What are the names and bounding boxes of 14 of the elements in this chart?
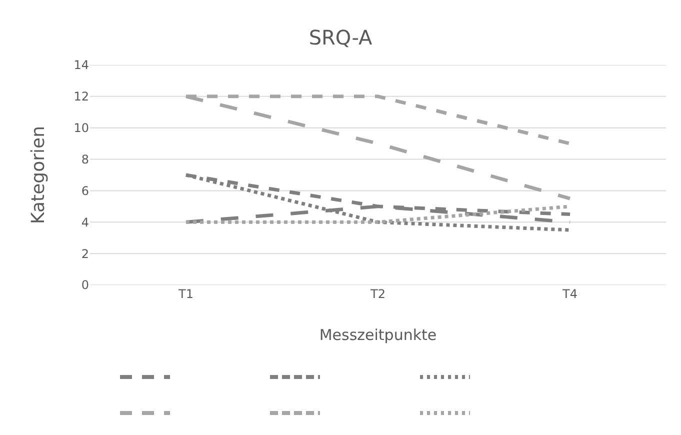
y-tick-label: 4 (81, 215, 89, 230)
y-tick-label: 2 (81, 246, 89, 261)
y-tick-label: 0 (81, 278, 89, 292)
chart-title: SRQ-A (308, 25, 372, 50)
y-tick-label: 10 (74, 121, 89, 136)
y-tick-label: 12 (74, 90, 89, 104)
y-tick-label: 6 (81, 184, 89, 198)
y-axis-title: Kategorien (28, 126, 49, 224)
y-tick-label: 8 (81, 152, 89, 166)
x-axis-title: Messzeitpunkte (319, 326, 437, 344)
x-tick-label: T1 (178, 287, 194, 301)
y-tick-label: 14 (74, 58, 89, 72)
x-tick-label: T4 (562, 287, 578, 301)
x-tick-label: T2 (370, 287, 386, 301)
